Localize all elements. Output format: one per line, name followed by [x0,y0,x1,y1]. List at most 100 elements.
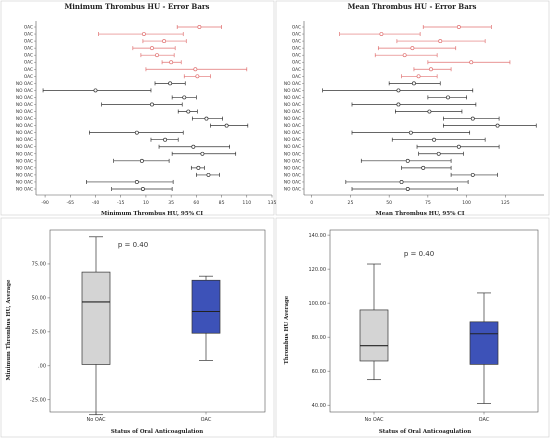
category-label: OAC [24,60,33,66]
box-oac [469,321,499,365]
y-tick-label: 140.00 [309,233,327,239]
category-label: NO OAC [16,116,33,122]
x-tick-label: 110 [242,200,251,206]
category-label: NO OAC [284,116,301,122]
category-label: NO OAC [16,144,33,150]
category-label: NO OAC [16,130,33,136]
mean-point [410,46,415,51]
mean-point [396,102,401,107]
x-tick-label: -90 [41,200,49,206]
category-label: NO OAC [284,151,301,157]
category-label: OAC [24,32,33,38]
x-tick-label: -15 [117,200,125,206]
y-tick-label: 100.00 [309,301,327,307]
mean-boxplot-xlabel: Status of Oral Anticoagulation [379,429,471,435]
category-label: NO OAC [284,109,301,115]
category-label: NO OAC [16,179,33,185]
mean-point [421,165,426,170]
category-label: NO OAC [284,102,301,108]
mean-point [456,25,461,29]
box-no-oac [359,309,389,362]
y-tick-label: 25.00 [32,330,46,336]
category-label: NO OAC [284,165,301,171]
category-label: OAC [292,39,301,45]
panel-min-boxplot [0,217,275,438]
mean-point [140,187,145,191]
mean-errorbar-title: Mean Thrombus HU - Error Bars [348,2,477,11]
category-label: OAC [292,53,301,59]
mean-point [402,53,407,58]
mean-point [438,39,443,44]
mean-point [169,60,174,65]
mean-point [191,144,196,149]
x-tick-label: 60 [193,200,199,206]
plot-frame [329,229,539,413]
mean-point [411,81,416,86]
mean-point [162,39,167,44]
category-label: NO OAC [16,137,33,143]
mean-point [379,32,384,36]
mean-boxplot-pvalue: p = 0.40 [404,250,434,258]
category-label: OAC [24,53,33,59]
mean-point [206,172,211,177]
category-label: NO OAC [16,172,33,178]
y-tick-label: 75.00 [32,262,46,268]
category-label: OAC [292,46,301,52]
category-label: NO OAC [284,187,301,193]
y-tick-label: 40.00 [312,403,326,409]
category-label: OAC [292,74,301,80]
category-label: NO OAC [16,102,33,108]
mean-point [446,95,450,100]
mean-point [436,151,441,156]
x-tick-label: 25 [348,200,354,206]
mean-point [224,123,229,128]
x-tick-label: 135 [268,200,277,206]
category-label: OAC [292,32,301,38]
mean-point [470,172,475,177]
mean-point [93,88,98,93]
x-tick-label: 85 [219,200,225,206]
category-label: OAC [24,46,33,52]
mean-point [396,88,401,93]
mean-point [427,109,432,114]
mean-point [134,180,139,184]
mean-point [196,165,201,170]
category-label: NO OAC [284,123,301,129]
mean-point [495,123,500,128]
x-tick-label: 0 [310,200,313,206]
y-tick-label: 60.00 [312,369,326,375]
category-label: OAC [24,25,33,31]
plot-frame [49,229,266,413]
category-label: NO OAC [284,130,301,136]
mean-point [134,130,139,135]
category-label: OAC [24,74,33,80]
mean-point [456,144,461,149]
mean-errorbar-plot: 0 25 50 75 100 125OACOACOACOACOACOACOACOACNO … [284,21,544,206]
category-label: OAC [24,39,33,45]
x-tick-label: OAC [479,417,490,423]
y-tick-label: 50.00 [32,296,46,302]
mean-point [408,130,413,135]
category-label: NO OAC [284,158,301,164]
mean-point [193,67,198,72]
mean-point [416,74,421,79]
x-tick-label: 10 [143,200,149,206]
category-label: NO OAC [284,81,301,87]
mean-point [469,60,474,65]
min-boxplot-ylabel: Minimum Thrombus HU, Average [6,279,12,381]
category-label: NO OAC [284,95,301,101]
y-tick-label: 120.00 [309,267,327,273]
category-label: NO OAC [284,88,301,94]
min-errorbar-plot: -90 -65 -40 -15 10 35 60 85 110 135OACOACOACOACOA… [16,21,277,206]
category-label: NO OAC [284,179,301,185]
category-label: OAC [24,67,33,73]
mean-point [182,95,187,100]
mean-point [141,32,146,36]
box-no-oac [81,271,111,365]
mean-point [470,116,475,121]
min-boxplot-xlabel: Status of Oral Anticoagulation [111,429,203,435]
panel-min-errorbar [0,0,275,216]
category-label: NO OAC [16,151,33,157]
mean-boxplot-ylabel: Thrombus HU Average [284,295,290,364]
